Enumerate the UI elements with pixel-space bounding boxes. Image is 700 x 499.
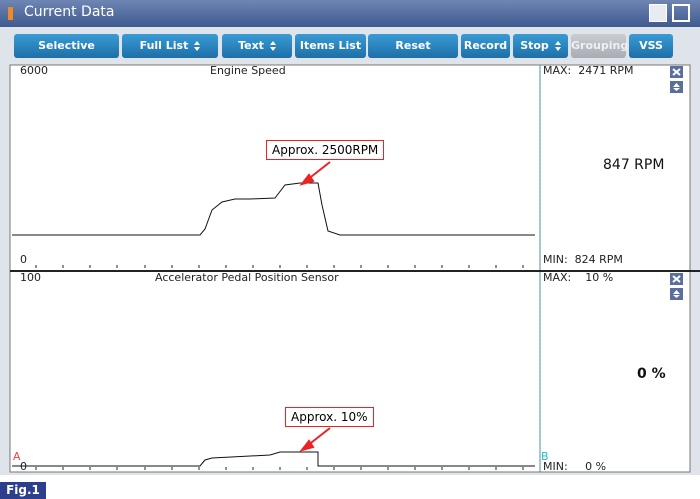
channel-label: A — [13, 450, 21, 463]
channel-label: B — [541, 450, 549, 463]
toolbar-button[interactable]: Reset Min.Max — [368, 34, 458, 76]
trace — [12, 451, 535, 467]
panel-plot — [9, 64, 541, 272]
panel-title: Accelerator Pedal Position Sensor — [155, 271, 339, 284]
graph-canvas — [9, 64, 700, 473]
panel-info — [539, 270, 691, 473]
toolbar-button: Grouping — [571, 34, 629, 58]
panel-plot — [9, 270, 541, 473]
toolbar-button[interactable]: Text — [222, 34, 292, 58]
current-value: 847 RPM — [603, 157, 665, 173]
trace — [12, 182, 535, 236]
toolbar-button[interactable]: Selective Display — [14, 34, 119, 76]
retry-icon[interactable] — [649, 4, 667, 22]
dropdown-icon — [269, 41, 276, 51]
toolbar-button[interactable]: Full List — [122, 34, 218, 58]
current-value: 0 % — [637, 366, 666, 382]
title-bar: Current Data — [0, 0, 700, 27]
figure-label: Fig.1 — [0, 482, 46, 499]
annotation-arrow — [299, 161, 331, 452]
button-label: Items List — [299, 39, 362, 52]
button-label: Record — [463, 39, 508, 52]
dropdown-icon — [194, 41, 201, 51]
button-label: Grouping — [571, 39, 629, 52]
max-value: MAX: 2471 RPM — [543, 64, 634, 77]
toolbar-button[interactable]: VSS — [629, 34, 673, 58]
button-label: VSS — [639, 39, 663, 52]
annotation: Approx. 10% — [285, 407, 374, 427]
panel-title: Engine Speed — [210, 64, 286, 77]
panel-buttons[interactable] — [670, 66, 683, 300]
title-icon — [8, 7, 13, 20]
toolbar-button[interactable]: Record — [461, 34, 510, 58]
button-label: Full List — [139, 39, 189, 52]
scale-max: 100 — [20, 271, 41, 284]
time-ticks — [35, 265, 524, 470]
dropdown-icon — [554, 41, 561, 51]
button-label: Text — [238, 39, 264, 52]
panel-info — [539, 64, 691, 272]
button-label: Stop — [520, 39, 549, 52]
min-value: MIN: 824 RPM — [543, 253, 623, 266]
window-title: Current Data — [24, 4, 115, 20]
min-value: MIN: 0 % — [543, 460, 607, 473]
window-button[interactable] — [672, 4, 690, 22]
scale-min: 0 — [20, 460, 27, 473]
scale-max: 6000 — [20, 64, 48, 77]
max-value: MAX: 10 % — [543, 271, 614, 284]
toolbar-button[interactable]: Stop — [513, 34, 568, 58]
annotation: Approx. 2500RPM — [266, 140, 385, 160]
scale-min: 0 — [20, 253, 27, 266]
toolbar-button[interactable]: Items List — [295, 34, 366, 75]
